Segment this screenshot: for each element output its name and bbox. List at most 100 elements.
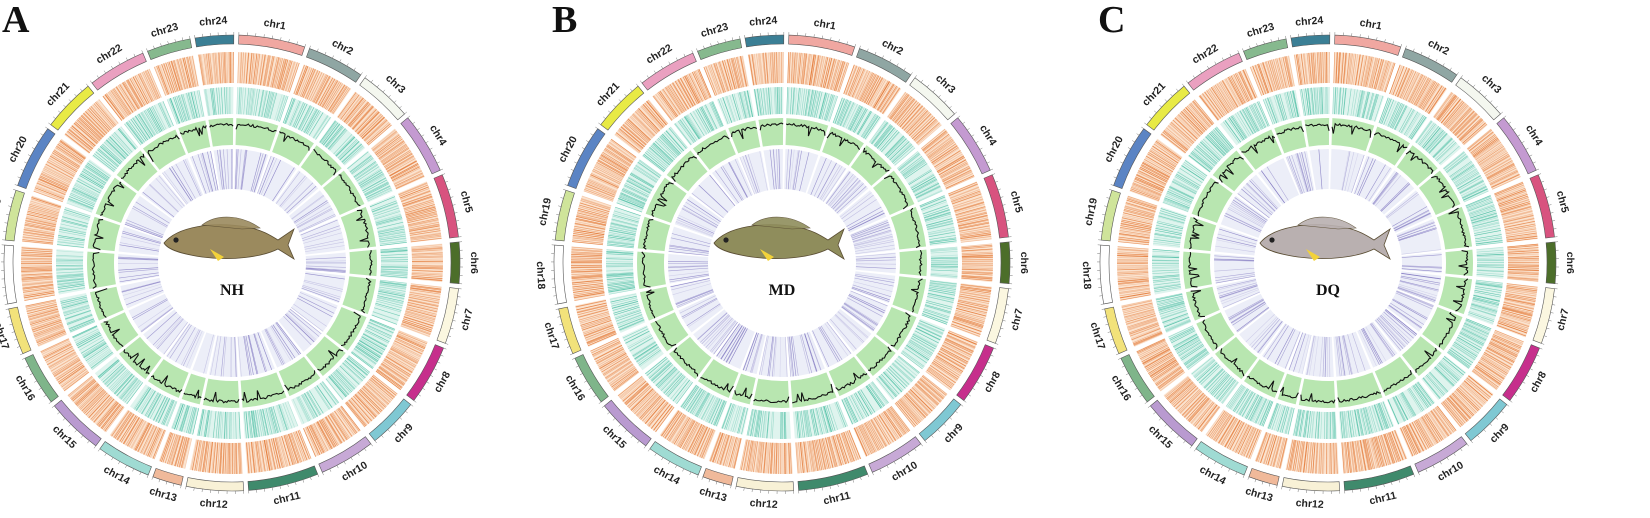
chromosome-tick bbox=[418, 394, 421, 397]
heterozygosity-line bbox=[91, 251, 100, 289]
snp-density-mark bbox=[79, 116, 103, 139]
snp-density-mark bbox=[337, 92, 357, 118]
indel-density-mark bbox=[105, 139, 126, 160]
indel-density-mark bbox=[267, 92, 275, 119]
chromosome-tick bbox=[346, 63, 349, 67]
snp-density-mark bbox=[26, 215, 57, 224]
sv-mark bbox=[197, 154, 211, 193]
snp-density-mark bbox=[365, 121, 390, 144]
snp-density-mark bbox=[402, 319, 433, 331]
snp-density-mark bbox=[75, 384, 100, 406]
indel-density-mark bbox=[266, 91, 274, 119]
chromosome-tick bbox=[399, 417, 403, 420]
sv-mark bbox=[305, 273, 345, 280]
indel-density-mark bbox=[67, 315, 93, 326]
snp-density-mark bbox=[411, 252, 443, 255]
indel-density-mark bbox=[223, 411, 226, 439]
snp-density-mark bbox=[327, 84, 346, 112]
chromosome-sector-chr1: chr1 bbox=[784, 17, 856, 193]
snp-density-mark bbox=[403, 316, 434, 327]
indel-density-mark bbox=[910, 174, 935, 189]
indel-density-mark bbox=[354, 163, 378, 180]
chromosome-tick bbox=[74, 93, 77, 97]
snp-density-mark bbox=[163, 63, 175, 93]
snp-density-mark bbox=[408, 297, 440, 304]
chromosome-tick bbox=[36, 140, 39, 143]
snp-density-mark bbox=[148, 428, 162, 458]
snp-density-mark bbox=[218, 52, 222, 84]
snp-density-mark bbox=[31, 196, 62, 207]
snp-density-mark bbox=[21, 259, 53, 261]
indel-density-mark bbox=[378, 230, 406, 236]
sv-mark bbox=[269, 326, 292, 361]
snp-density-mark bbox=[26, 304, 57, 313]
chromosome-tick bbox=[943, 100, 947, 103]
indel-density-mark bbox=[198, 90, 205, 117]
indel-density-mark bbox=[98, 148, 120, 167]
chromosome-tick bbox=[1552, 220, 1556, 222]
heterozygosity-track-bg bbox=[872, 170, 915, 215]
snp-density-mark bbox=[813, 55, 820, 86]
chromosome-tick bbox=[914, 75, 917, 78]
snp-density-mark bbox=[22, 284, 54, 290]
snp-density-mark bbox=[47, 349, 75, 366]
chromosome-tick bbox=[440, 168, 444, 171]
chromosome-sector-chr6: chr6 bbox=[305, 241, 480, 285]
snp-density-mark bbox=[220, 442, 223, 474]
indel-density-mark bbox=[104, 141, 125, 161]
snp-density-mark bbox=[375, 370, 401, 390]
snp-density-mark bbox=[108, 91, 128, 117]
snp-density-mark bbox=[107, 91, 127, 118]
snp-density-mark bbox=[411, 247, 443, 251]
chromosome-tick bbox=[450, 327, 454, 330]
indel-density-mark bbox=[375, 215, 402, 224]
snp-density-mark bbox=[404, 202, 435, 212]
indel-density-mark bbox=[218, 87, 222, 115]
sv-mark bbox=[302, 228, 341, 241]
chromosome-tick bbox=[654, 453, 657, 456]
snp-density-mark bbox=[339, 93, 359, 119]
snp-density-mark bbox=[27, 212, 58, 221]
snp-density-mark bbox=[410, 287, 441, 294]
snp-density-mark bbox=[357, 111, 380, 135]
chromosome-tick bbox=[189, 35, 191, 39]
chromosome-tick bbox=[31, 147, 35, 150]
chromosome-tick bbox=[1460, 448, 1463, 452]
indel-density-mark bbox=[356, 344, 380, 360]
snp-density-mark bbox=[122, 82, 140, 109]
heterozygosity-track-bg bbox=[322, 170, 365, 215]
chromosome-tick bbox=[607, 412, 610, 415]
chromosome-tick bbox=[561, 331, 565, 333]
chromosome-tick bbox=[879, 468, 882, 472]
sv-mark bbox=[124, 223, 163, 239]
indel-density-mark bbox=[298, 105, 312, 131]
snp-density-mark bbox=[364, 383, 389, 406]
snp-density-track-bg bbox=[40, 338, 90, 392]
chromosome-tick bbox=[995, 180, 999, 183]
snp-density-mark bbox=[24, 224, 55, 232]
snp-density-mark bbox=[194, 440, 201, 471]
chromosome-bar bbox=[194, 34, 235, 48]
chromosome-sector-chr22: chr22 bbox=[89, 42, 204, 205]
sv-mark bbox=[166, 323, 191, 357]
indel-density-mark bbox=[358, 169, 382, 185]
snp-density-mark bbox=[36, 329, 66, 343]
sv-mark bbox=[828, 173, 854, 206]
chromosome-tick bbox=[329, 468, 332, 472]
snp-density-mark bbox=[917, 124, 942, 146]
snp-density-mark bbox=[68, 129, 93, 150]
indel-density-mark bbox=[192, 408, 200, 435]
sv-mark bbox=[285, 313, 316, 341]
snp-density-mark bbox=[40, 173, 69, 188]
indel-density-mark bbox=[185, 93, 194, 120]
chromosome-tick bbox=[838, 39, 840, 43]
snp-density-mark bbox=[92, 104, 114, 129]
snp-density-track-bg bbox=[375, 330, 428, 391]
indel-density-mark bbox=[364, 183, 390, 197]
chromosome-label: chr20 bbox=[556, 134, 580, 165]
snp-density-mark bbox=[22, 281, 54, 286]
sv-mark bbox=[305, 245, 345, 252]
sv-mark bbox=[146, 311, 177, 339]
snp-density-mark bbox=[354, 108, 377, 132]
indel-density-mark bbox=[125, 122, 143, 145]
